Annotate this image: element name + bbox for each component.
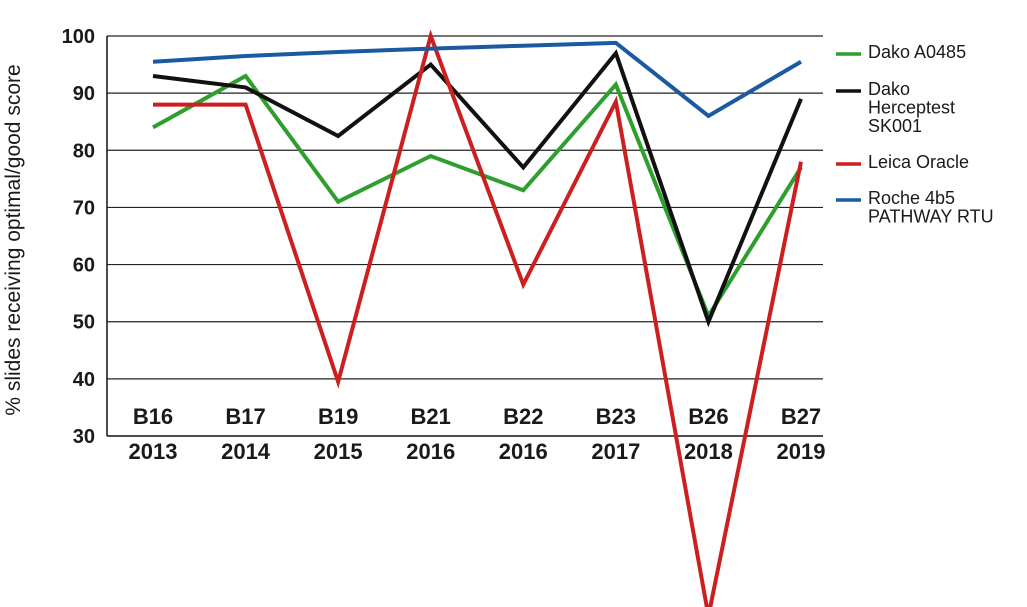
series-line-dako-herceptest-sk001 <box>152 49 803 328</box>
y-tick-label: 70 <box>73 197 95 219</box>
x-tick-year-label: 2018 <box>684 439 733 464</box>
y-tick-label: 100 <box>62 26 95 48</box>
legend-label: PATHWAY RTU <box>868 207 994 227</box>
y-axis-label: % slides receiving optimal/good score <box>2 64 25 415</box>
x-tick-run-label: B22 <box>503 404 543 429</box>
legend-label: Leica Oracle <box>868 152 969 172</box>
x-tick-year-label: 2016 <box>499 439 548 464</box>
legend-label: Dako A0485 <box>868 42 966 62</box>
x-tick-run-label: B21 <box>411 404 451 429</box>
grid-lines <box>107 35 823 380</box>
x-tick-labels: B16 2013 B17 2014 B19 2015 B21 2016 B22 2016 B23 20… <box>129 404 826 464</box>
y-tick-label: 90 <box>73 83 95 105</box>
x-tick-year-label: 2016 <box>406 439 455 464</box>
y-tick-labels: 30 40 50 60 70 80 90 100 <box>62 26 95 448</box>
series-lines <box>152 29 803 607</box>
legend-label: Herceptest <box>868 98 955 118</box>
x-tick-run-label: B27 <box>781 404 821 429</box>
series-line-roche-4b5-pathway-rtu <box>152 40 803 119</box>
x-tick-year-label: 2014 <box>221 439 271 464</box>
x-tick-run-label: B19 <box>318 404 358 429</box>
x-tick-year-label: 2017 <box>591 439 640 464</box>
x-tick-year-label: 2015 <box>314 439 363 464</box>
y-tick-label: 80 <box>73 140 95 162</box>
x-tick-run-label: B26 <box>688 404 728 429</box>
legend-label: SK001 <box>868 116 922 136</box>
x-tick-run-label: B23 <box>596 404 636 429</box>
x-tick-run-label: B17 <box>225 404 265 429</box>
axes <box>106 36 823 437</box>
legend-label: Dako <box>868 79 910 99</box>
y-tick-label: 60 <box>73 255 95 277</box>
x-tick-year-label: 2013 <box>129 439 178 464</box>
x-tick-run-label: B16 <box>133 404 173 429</box>
y-tick-label: 30 <box>73 426 95 448</box>
x-tick-year-label: 2019 <box>777 439 826 464</box>
y-tick-label: 40 <box>73 369 95 391</box>
y-tick-label: 50 <box>73 312 95 334</box>
series-line-leica-oracle <box>153 29 803 607</box>
legend-label: Roche 4b5 <box>868 188 955 208</box>
